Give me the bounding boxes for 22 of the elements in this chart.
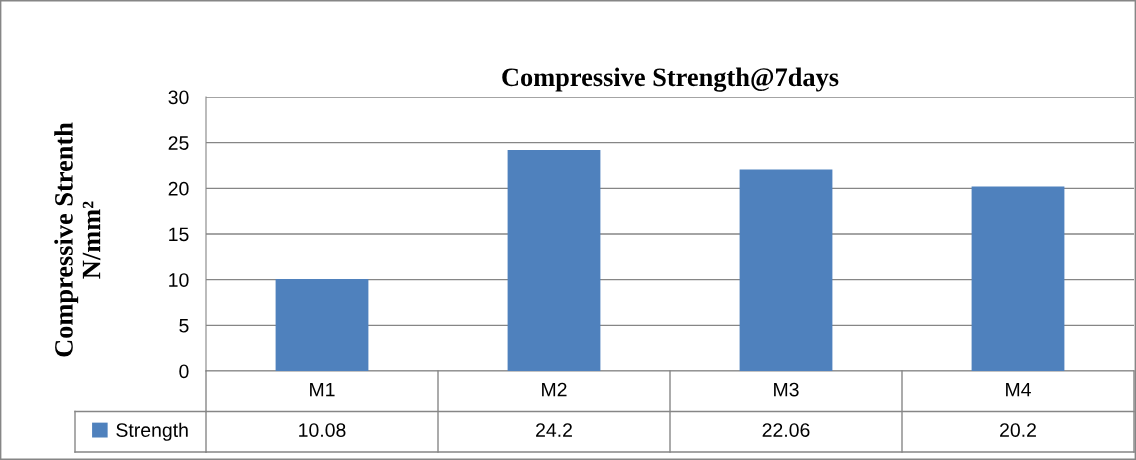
y-tick-label: 10 xyxy=(169,273,189,287)
y-tick-label: 0 xyxy=(179,364,189,379)
legend-label: Strength xyxy=(116,422,188,441)
y-tick-label: 15 xyxy=(169,227,189,242)
x-tick-label: M4 xyxy=(1006,382,1031,397)
y-tick-label: 30 xyxy=(168,90,189,105)
bar xyxy=(507,149,601,371)
bar xyxy=(275,278,369,371)
y-tick-label: 20 xyxy=(168,181,189,196)
bar xyxy=(971,186,1065,371)
x-tick-label: M3 xyxy=(774,382,799,397)
data-label: 24.2 xyxy=(536,423,572,437)
data-label: 22.06 xyxy=(762,423,810,437)
chart-title: Compressive Strength@7days xyxy=(502,67,839,92)
bar xyxy=(739,169,833,371)
data-label: 20.2 xyxy=(1000,423,1036,437)
data-label: 10.08 xyxy=(299,423,346,437)
y-tick-label: 25 xyxy=(168,136,189,150)
y-tick-label: 5 xyxy=(179,319,189,333)
x-tick-label: M2 xyxy=(542,382,567,397)
y-axis-title: Compressive Strenth N/mm² xyxy=(54,122,101,357)
x-tick-label: M1 xyxy=(310,382,335,397)
